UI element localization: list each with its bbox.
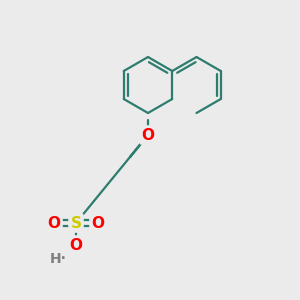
Text: O: O	[70, 238, 83, 253]
Text: O: O	[92, 215, 104, 230]
Text: O: O	[142, 128, 154, 142]
Text: S: S	[70, 215, 82, 230]
Text: O: O	[47, 215, 61, 230]
Text: H·: H·	[50, 252, 66, 266]
